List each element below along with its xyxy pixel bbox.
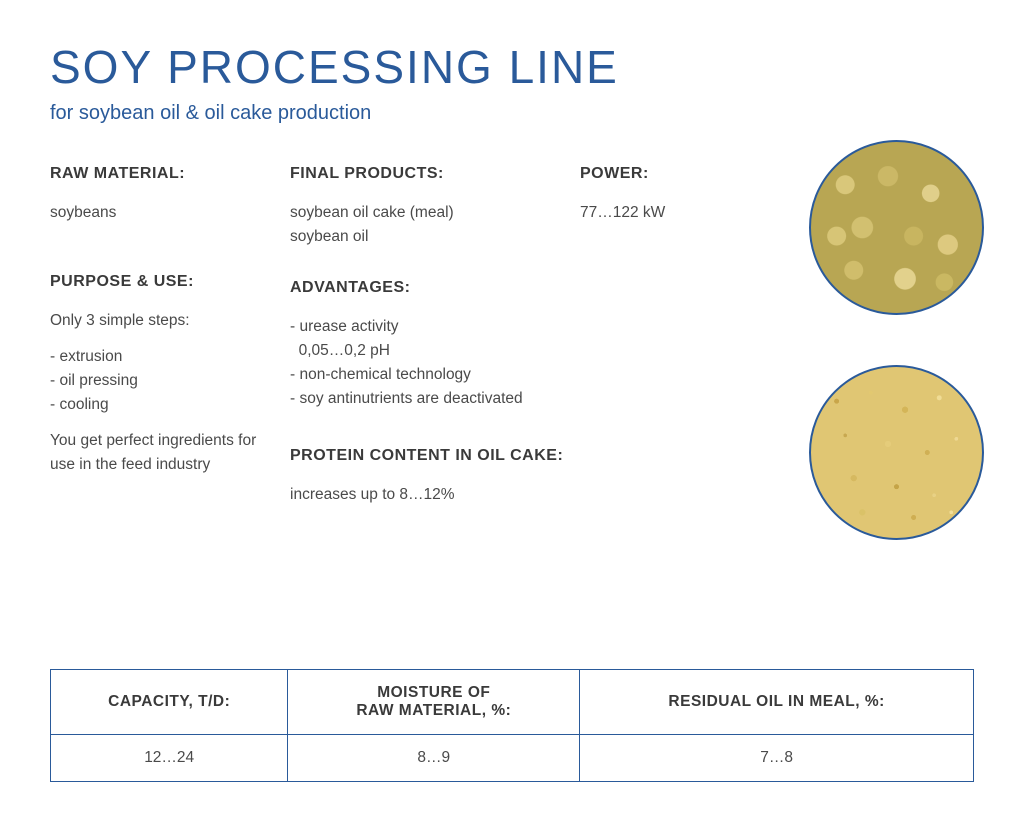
advantages-body: - urease activity 0,05…0,2 pH - non-chem… [290, 315, 580, 411]
table-cell-residual: 7…8 [580, 735, 974, 782]
power-body: 77…122 kW [580, 201, 760, 225]
purpose-step-3: - cooling [50, 393, 290, 417]
raw-material-body: soybeans [50, 201, 290, 225]
final-product-2: soybean oil [290, 225, 580, 249]
purpose-outro: You get perfect ingredients for use in t… [50, 429, 260, 477]
power-heading: POWER: [580, 165, 760, 183]
specifications-table: CAPACITY, T/D: MOISTURE OF RAW MATERIAL,… [50, 669, 974, 782]
purpose-body: Only 3 simple steps: - extrusion - oil p… [50, 309, 290, 477]
table-header-residual: RESIDUAL OIL IN MEAL, %: [580, 670, 974, 735]
purpose-heading: PURPOSE & USE: [50, 273, 290, 291]
final-product-1: soybean oil cake (meal) [290, 201, 580, 225]
protein-heading: PROTEIN CONTENT IN OIL CAKE: [290, 447, 580, 465]
power-section: POWER: 77…122 kW [580, 165, 760, 255]
final-products-heading: FINAL PRODUCTS: [290, 165, 580, 183]
column-left: RAW MATERIAL: soybeans PURPOSE & USE: On… [50, 165, 290, 537]
purpose-intro: Only 3 simple steps: [50, 309, 290, 333]
table-header-moisture-line1: MOISTURE OF [298, 684, 569, 702]
advantage-1b: 0,05…0,2 pH [290, 339, 580, 363]
protein-section: PROTEIN CONTENT IN OIL CAKE: increases u… [290, 447, 580, 537]
soybeans-image [809, 140, 984, 315]
advantages-heading: ADVANTAGES: [290, 279, 580, 297]
page-subtitle: for soybean oil & oil cake production [50, 102, 974, 125]
table-header-capacity: CAPACITY, T/D: [51, 670, 288, 735]
table-row: 12…24 8…9 7…8 [51, 735, 974, 782]
table-header-moisture: MOISTURE OF RAW MATERIAL, %: [288, 670, 580, 735]
table-cell-moisture: 8…9 [288, 735, 580, 782]
page-title: SOY PROCESSING LINE [50, 40, 974, 94]
soy-meal-image [809, 365, 984, 540]
column-middle: FINAL PRODUCTS: soybean oil cake (meal) … [290, 165, 580, 537]
purpose-step-2: - oil pressing [50, 369, 290, 393]
advantage-2: - non-chemical technology [290, 363, 580, 387]
raw-material-section: RAW MATERIAL: soybeans [50, 165, 290, 255]
table-header-moisture-line2: RAW MATERIAL, %: [298, 702, 569, 720]
purpose-step-1: - extrusion [50, 345, 290, 369]
purpose-section: PURPOSE & USE: Only 3 simple steps: - ex… [50, 273, 290, 507]
raw-material-heading: RAW MATERIAL: [50, 165, 290, 183]
product-images [809, 140, 984, 540]
table-header-row: CAPACITY, T/D: MOISTURE OF RAW MATERIAL,… [51, 670, 974, 735]
advantage-1: - urease activity [290, 315, 580, 339]
table-cell-capacity: 12…24 [51, 735, 288, 782]
final-products-body: soybean oil cake (meal) soybean oil [290, 201, 580, 249]
protein-body: increases up to 8…12% [290, 483, 580, 507]
advantages-section: ADVANTAGES: - urease activity 0,05…0,2 p… [290, 279, 580, 441]
column-right: POWER: 77…122 kW [580, 165, 760, 537]
final-products-section: FINAL PRODUCTS: soybean oil cake (meal) … [290, 165, 580, 279]
advantage-3: - soy antinutrients are deactivated [290, 387, 580, 411]
